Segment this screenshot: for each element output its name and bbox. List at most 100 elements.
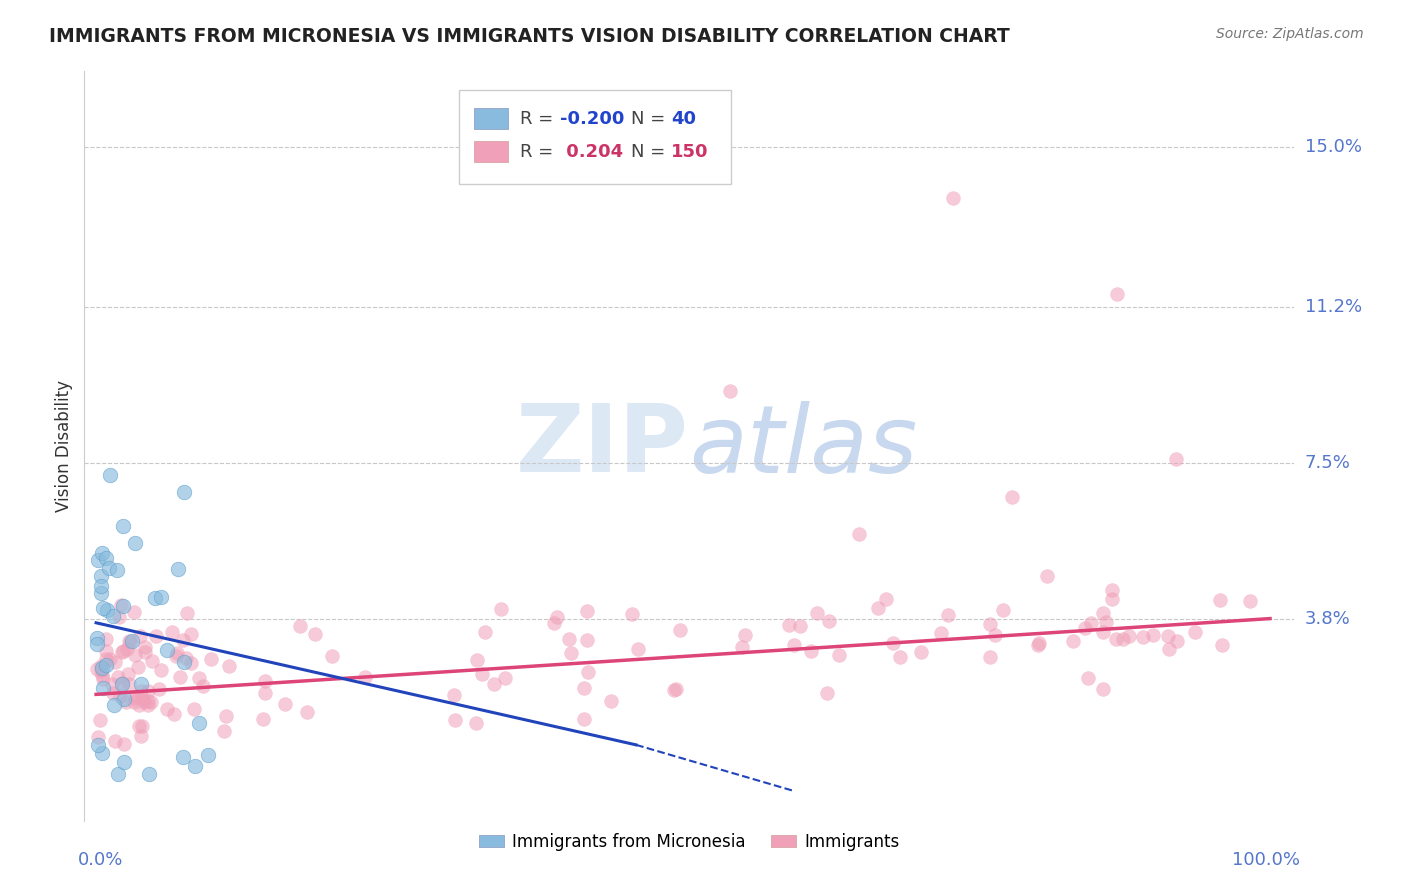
Point xyxy=(304,627,326,641)
Point xyxy=(494,671,516,685)
Point xyxy=(290,619,312,633)
Point xyxy=(165,648,187,663)
Point xyxy=(806,606,828,620)
Point xyxy=(103,733,125,747)
Point xyxy=(1028,636,1050,650)
Point xyxy=(778,617,800,632)
Point xyxy=(98,560,121,574)
Point xyxy=(188,671,211,685)
Point xyxy=(169,670,191,684)
Point xyxy=(1001,490,1024,504)
Point xyxy=(114,695,136,709)
Point xyxy=(138,698,160,713)
Legend: Immigrants from Micronesia, Immigrants: Immigrants from Micronesia, Immigrants xyxy=(472,826,905,857)
Text: ZIP: ZIP xyxy=(516,400,689,492)
FancyBboxPatch shape xyxy=(474,108,508,129)
Point xyxy=(111,644,134,658)
Point xyxy=(789,618,811,632)
Point xyxy=(86,637,108,651)
Text: 150: 150 xyxy=(671,143,709,161)
Point xyxy=(942,191,965,205)
Point xyxy=(1184,625,1206,640)
Y-axis label: Vision Disability: Vision Disability xyxy=(55,380,73,512)
Point xyxy=(253,685,276,699)
Point xyxy=(87,731,110,745)
Point xyxy=(86,662,108,676)
Point xyxy=(191,679,214,693)
Point xyxy=(136,694,159,708)
Text: R =: R = xyxy=(520,143,558,161)
Point xyxy=(176,606,198,620)
Text: N =: N = xyxy=(631,110,671,128)
Point xyxy=(668,623,690,637)
Point xyxy=(91,672,114,686)
Text: Source: ZipAtlas.com: Source: ZipAtlas.com xyxy=(1216,27,1364,41)
Point xyxy=(983,628,1005,642)
Point xyxy=(1101,583,1123,598)
Point xyxy=(129,729,152,743)
Point xyxy=(131,718,153,732)
Point xyxy=(91,546,114,560)
Point xyxy=(156,702,179,716)
Point xyxy=(122,695,145,709)
Point xyxy=(89,713,111,727)
Point xyxy=(172,632,194,647)
Point xyxy=(575,632,598,647)
Point xyxy=(96,603,118,617)
Point xyxy=(90,668,112,682)
Point xyxy=(184,759,207,773)
Point xyxy=(160,624,183,639)
Point xyxy=(1166,451,1188,466)
Text: atlas: atlas xyxy=(689,401,917,491)
Point xyxy=(129,676,152,690)
Point xyxy=(1062,634,1084,648)
Point xyxy=(101,609,124,624)
Point xyxy=(98,468,121,483)
Point xyxy=(174,651,197,665)
Point xyxy=(98,652,121,666)
Point xyxy=(734,628,756,642)
Point xyxy=(929,626,952,640)
Point xyxy=(321,648,343,663)
Point xyxy=(173,655,195,669)
Point xyxy=(1112,632,1135,646)
Point xyxy=(96,658,118,673)
Point xyxy=(172,750,194,764)
Point xyxy=(127,660,149,674)
Point xyxy=(94,644,117,658)
Point xyxy=(105,563,128,577)
Point xyxy=(141,654,163,668)
Point xyxy=(90,569,112,583)
Text: 100.0%: 100.0% xyxy=(1232,851,1299,869)
Text: 15.0%: 15.0% xyxy=(1305,138,1361,156)
Text: R =: R = xyxy=(520,110,558,128)
Point xyxy=(121,634,143,648)
Point xyxy=(101,686,124,700)
Point xyxy=(599,694,621,708)
Point xyxy=(576,665,599,680)
Text: 11.2%: 11.2% xyxy=(1305,298,1362,316)
Point xyxy=(1118,629,1140,643)
Point xyxy=(112,599,135,613)
Point xyxy=(132,692,155,706)
Point xyxy=(218,659,240,673)
Point xyxy=(91,601,114,615)
Point xyxy=(1101,592,1123,607)
Point xyxy=(112,692,135,706)
Point xyxy=(866,601,889,615)
Point xyxy=(1239,594,1261,608)
Point xyxy=(1092,606,1115,620)
Point xyxy=(731,640,754,654)
Point xyxy=(782,638,804,652)
Point xyxy=(122,605,145,619)
Point xyxy=(215,709,238,723)
Point xyxy=(467,653,489,667)
Text: -0.200: -0.200 xyxy=(560,110,624,128)
Point xyxy=(149,591,172,605)
Point xyxy=(664,682,686,697)
Point xyxy=(111,676,134,690)
Point xyxy=(107,767,129,781)
Point xyxy=(136,684,159,698)
Point xyxy=(875,591,897,606)
Point xyxy=(560,646,582,660)
